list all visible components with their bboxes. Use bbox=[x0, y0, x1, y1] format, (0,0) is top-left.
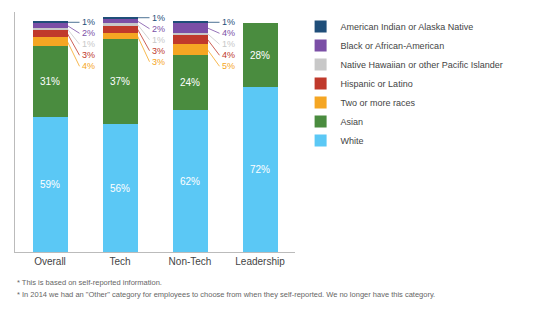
svg-text:1%: 1% bbox=[152, 13, 165, 23]
svg-text:28%: 28% bbox=[250, 50, 270, 61]
svg-text:59%: 59% bbox=[40, 179, 60, 190]
svg-text:1%: 1% bbox=[222, 39, 235, 49]
svg-text:* In 2014 we had an "Other" ca: * In 2014 we had an "Other" category for… bbox=[17, 290, 435, 299]
svg-text:Overall: Overall bbox=[34, 256, 66, 267]
svg-text:Black or African-American: Black or African-American bbox=[341, 41, 445, 51]
svg-text:American Indian or Alaska Nati: American Indian or Alaska Native bbox=[341, 22, 474, 32]
svg-text:5%: 5% bbox=[222, 61, 235, 71]
svg-text:Hispanic or Latino: Hispanic or Latino bbox=[341, 79, 413, 89]
svg-text:72%: 72% bbox=[250, 164, 270, 175]
svg-text:White: White bbox=[341, 136, 364, 146]
svg-text:56%: 56% bbox=[110, 183, 130, 194]
svg-text:3%: 3% bbox=[82, 50, 95, 60]
svg-text:4%: 4% bbox=[82, 61, 95, 71]
svg-text:4%: 4% bbox=[222, 28, 235, 38]
svg-text:* This is based on self-report: * This is based on self-reported informa… bbox=[17, 278, 162, 287]
svg-text:2%: 2% bbox=[82, 28, 95, 38]
svg-text:Leadership: Leadership bbox=[235, 256, 285, 267]
svg-text:Native Hawaiian or other Pacif: Native Hawaiian or other Pacific Islande… bbox=[341, 60, 503, 70]
svg-text:62%: 62% bbox=[180, 176, 200, 187]
svg-text:24%: 24% bbox=[180, 77, 200, 88]
svg-text:2%: 2% bbox=[152, 24, 165, 34]
svg-text:31%: 31% bbox=[40, 76, 60, 87]
svg-text:Asian: Asian bbox=[341, 117, 364, 127]
svg-text:3%: 3% bbox=[152, 57, 165, 67]
svg-text:Two or more races: Two or more races bbox=[341, 98, 416, 108]
svg-text:1%: 1% bbox=[222, 17, 235, 27]
svg-text:1%: 1% bbox=[152, 35, 165, 45]
svg-text:Non-Tech: Non-Tech bbox=[169, 256, 212, 267]
svg-text:3%: 3% bbox=[152, 46, 165, 56]
svg-text:1%: 1% bbox=[82, 17, 95, 27]
svg-text:1%: 1% bbox=[82, 39, 95, 49]
svg-text:Tech: Tech bbox=[109, 256, 130, 267]
svg-text:4%: 4% bbox=[222, 50, 235, 60]
svg-text:37%: 37% bbox=[110, 76, 130, 87]
